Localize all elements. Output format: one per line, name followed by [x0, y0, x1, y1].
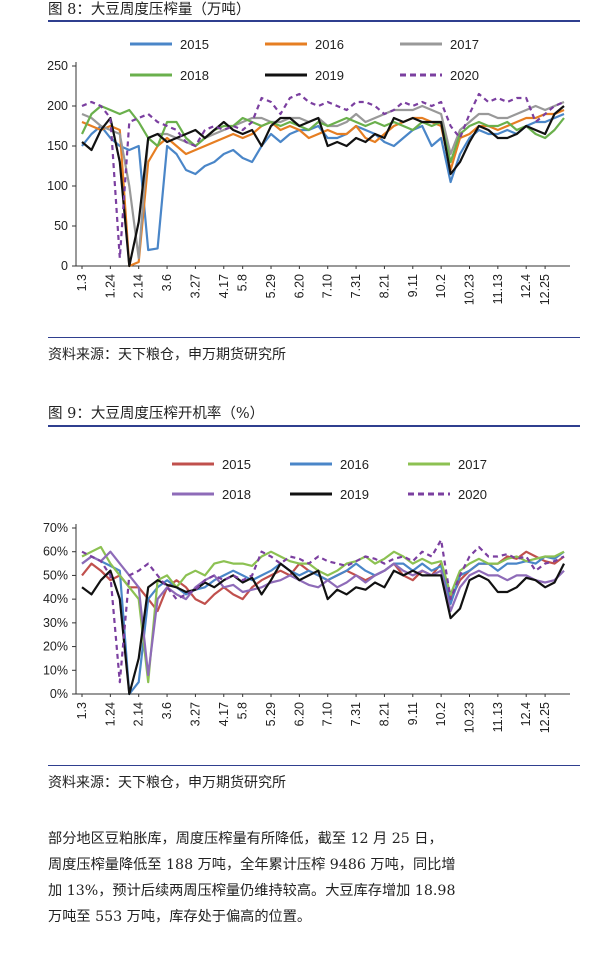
y-tick-label: 0%	[50, 687, 68, 701]
x-tick-label: 10.2	[434, 702, 448, 726]
x-tick-label: 6.20	[292, 702, 306, 726]
x-tick-label: 5.8	[236, 274, 250, 291]
y-tick-label: 60%	[43, 545, 68, 559]
figure9-source: 资料来源：天下粮仓，申万期货研究所	[48, 775, 286, 791]
x-tick-label: 5.29	[264, 274, 278, 298]
legend-label-2017: 2017	[450, 37, 479, 52]
x-tick-label: 5.29	[264, 702, 278, 726]
legend-label-2015: 2015	[222, 457, 251, 472]
y-tick-label: 150	[47, 139, 68, 153]
x-tick-label: 3.6	[160, 702, 174, 719]
y-tick-label: 10%	[43, 663, 68, 677]
x-tick-label: 5.8	[236, 702, 250, 719]
series-line-2020	[81, 538, 565, 684]
x-tick-label: 6.20	[292, 274, 306, 298]
x-tick-label: 7.10	[321, 274, 335, 298]
x-tick-label: 3.6	[160, 274, 174, 291]
figure9-top-rule	[48, 425, 580, 427]
x-tick-label: 1.3	[75, 274, 89, 291]
figure9-caption: 图 9：大豆周度压榨开机率（%）	[48, 406, 265, 422]
x-tick-label: 12.25	[538, 702, 552, 733]
y-tick-label: 40%	[43, 592, 68, 606]
y-tick-label: 50	[54, 219, 68, 233]
x-tick-label: 2.14	[132, 274, 146, 298]
x-tick-label: 3.27	[188, 702, 202, 726]
figure9-chart: 0% 10% 20% 30% 40% 50% 60% 70% 1.3 1.24 2.14 3.6 3.2…	[43, 457, 570, 733]
x-tick-label: 7.31	[349, 702, 363, 726]
figure9-bottom-rule	[48, 765, 580, 766]
paragraph-line-3: 加 13%，预计后续两周压榨量仍维持较高。大豆库存增加 18.98	[48, 883, 456, 899]
x-tick-label: 7.10	[321, 702, 335, 726]
series-line-2017	[81, 545, 565, 684]
x-tick-label: 11.13	[491, 274, 505, 304]
x-tick-label: 10.2	[434, 274, 448, 298]
legend-label-2018: 2018	[180, 68, 209, 83]
series-line-2018	[81, 104, 565, 164]
paragraph-line-1: 部分地区豆粕胀库，周度压榨量有所降低，截至 12 月 25 日，	[48, 831, 443, 847]
y-tick-label: 30%	[43, 616, 68, 630]
paragraph-line-4: 万吨至 553 万吨，库存处于偏高的位置。	[48, 909, 312, 925]
legend-label-2019: 2019	[340, 487, 369, 502]
x-tick-label: 3.27	[188, 274, 202, 298]
paragraph-line-2: 周度压榨量降低至 188 万吨，全年累计压榨 9486 万吨，同比增	[48, 857, 456, 873]
y-tick-label: 250	[47, 59, 68, 73]
x-tick-label: 11.13	[491, 702, 505, 732]
x-tick-label: 9.11	[406, 274, 420, 297]
y-tick-label: 0	[61, 259, 68, 273]
figure8-top-rule	[48, 20, 580, 22]
figure8-chart: 0 50 100 150 200 250 1.3 1.24 2.14 3.6 3.27 4.17 5.8…	[47, 37, 570, 305]
figure8-caption: 图 8：大豆周度压榨量（万吨）	[48, 2, 251, 18]
y-tick-label: 50%	[43, 568, 68, 582]
x-tick-label: 9.11	[406, 702, 420, 725]
x-tick-label: 10.23	[462, 274, 476, 305]
x-tick-label: 8.21	[377, 702, 391, 726]
x-tick-label: 10.23	[462, 702, 476, 733]
x-tick-label: 4.17	[217, 274, 231, 298]
legend-label-2016: 2016	[340, 457, 369, 472]
series-line-2019	[81, 105, 565, 268]
legend-label-2020: 2020	[458, 487, 487, 502]
x-tick-label: 1.24	[103, 274, 117, 298]
figure8-bottom-rule	[48, 337, 580, 338]
legend-label-2017: 2017	[458, 457, 487, 472]
legend-label-2019: 2019	[315, 68, 344, 83]
x-tick-label: 12.25	[538, 274, 552, 305]
y-tick-label: 20%	[43, 640, 68, 654]
legend-label-2015: 2015	[180, 37, 209, 52]
figure8-source: 资料来源：天下粮仓，申万期货研究所	[48, 347, 286, 363]
x-tick-label: 4.17	[217, 702, 231, 726]
x-tick-label: 12.4	[519, 274, 533, 298]
body-paragraph: 部分地区豆粕胀库，周度压榨量有所降低，截至 12 月 25 日， 周度压榨量降低…	[48, 826, 590, 930]
x-tick-label: 7.31	[349, 274, 363, 298]
legend-label-2016: 2016	[315, 37, 344, 52]
x-tick-label: 1.3	[75, 702, 89, 719]
legend-label-2018: 2018	[222, 487, 251, 502]
series-line-2020	[81, 92, 565, 260]
x-tick-label: 1.24	[103, 702, 117, 726]
y-tick-label: 70%	[43, 521, 68, 535]
x-tick-label: 12.4	[519, 702, 533, 726]
y-tick-label: 100	[47, 179, 68, 193]
y-tick-label: 200	[47, 99, 68, 113]
x-tick-label: 8.21	[377, 274, 391, 298]
x-tick-label: 2.14	[132, 702, 146, 726]
legend-label-2020: 2020	[450, 68, 479, 83]
